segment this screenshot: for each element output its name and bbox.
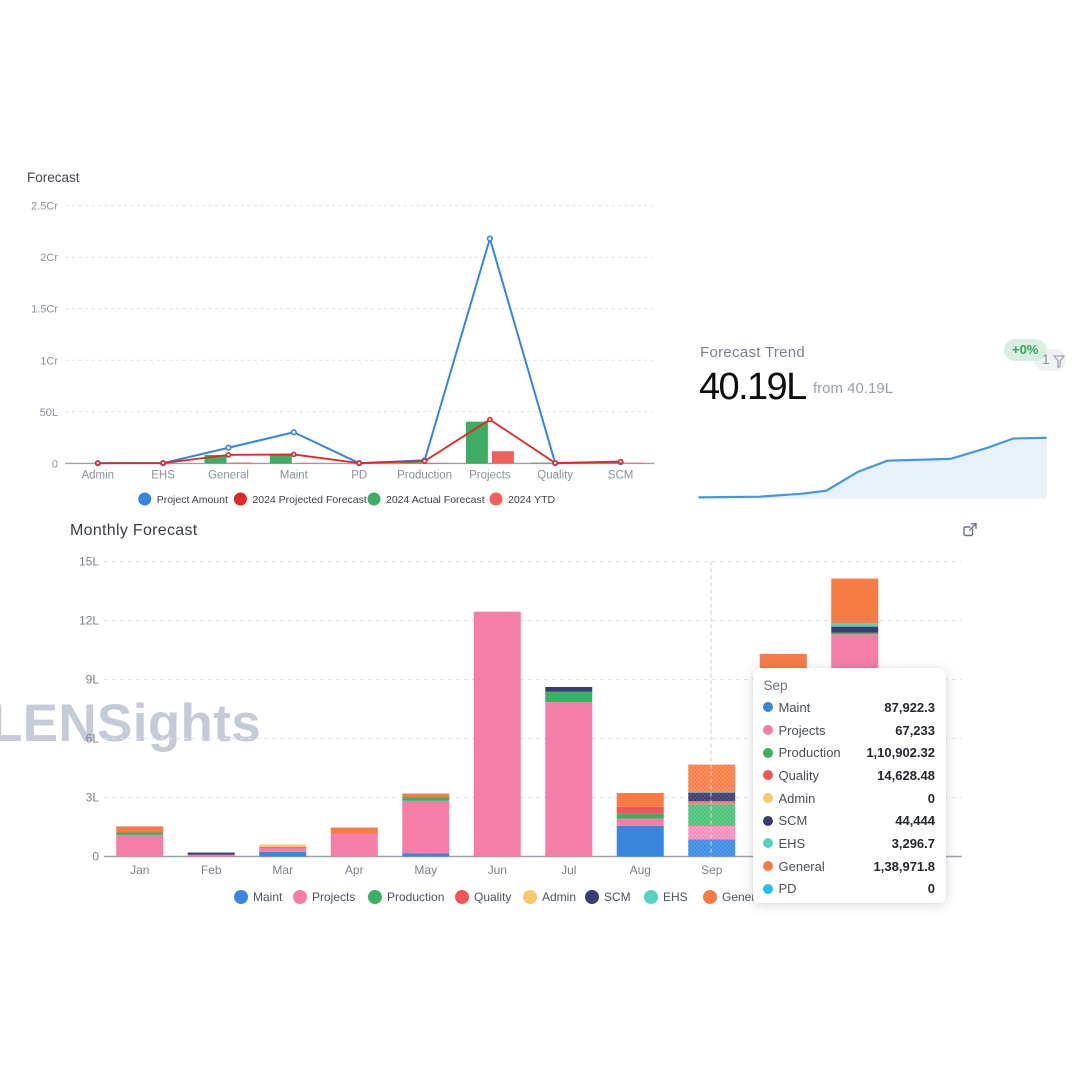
svg-text:3L: 3L	[86, 791, 100, 805]
svg-text:2.5Cr: 2.5Cr	[31, 201, 58, 213]
svg-text:Jun: Jun	[488, 863, 507, 877]
svg-text:May: May	[414, 863, 437, 877]
svg-text:2024 Projected Forecast: 2024 Projected Forecast	[252, 494, 366, 506]
svg-text:EHS: EHS	[663, 890, 688, 904]
svg-text:Monthly Forecast: Monthly Forecast	[70, 522, 198, 539]
svg-text:Production: Production	[397, 470, 452, 482]
svg-text:2024 YTD: 2024 YTD	[508, 494, 556, 506]
svg-text:1.5Cr: 1.5Cr	[31, 304, 58, 316]
svg-text:1Cr: 1Cr	[40, 355, 58, 367]
svg-text:Mar: Mar	[272, 863, 293, 877]
svg-text:General: General	[208, 470, 249, 482]
svg-text:6L: 6L	[86, 732, 100, 746]
svg-text:0: 0	[52, 458, 58, 470]
svg-text:15L: 15L	[79, 555, 99, 569]
svg-text:PD: PD	[351, 470, 367, 482]
svg-text:9L: 9L	[86, 673, 100, 687]
svg-text:Admin: Admin	[542, 890, 576, 904]
svg-text:Quality: Quality	[474, 890, 511, 904]
svg-text:Production: Production	[387, 890, 444, 904]
svg-text:Maint: Maint	[253, 890, 283, 904]
svg-text:SCM: SCM	[608, 470, 634, 482]
svg-text:Admin: Admin	[81, 470, 114, 482]
svg-text:SCM: SCM	[604, 890, 631, 904]
svg-text:12L: 12L	[79, 614, 99, 628]
svg-text:Apr: Apr	[345, 863, 364, 877]
svg-text:Jul: Jul	[561, 863, 576, 877]
svg-text:Feb: Feb	[201, 863, 222, 877]
svg-text:2Cr: 2Cr	[40, 252, 58, 264]
svg-text:Projects: Projects	[312, 890, 355, 904]
svg-text:Project Amount: Project Amount	[157, 494, 228, 506]
svg-text:EHS: EHS	[151, 470, 175, 482]
svg-text:Forecast: Forecast	[27, 170, 80, 185]
svg-text:Aug: Aug	[630, 863, 651, 877]
svg-text:50L: 50L	[40, 407, 58, 419]
svg-text:2024 Actual Forecast: 2024 Actual Forecast	[386, 494, 485, 506]
svg-text:Quality: Quality	[537, 470, 573, 482]
svg-text:Maint: Maint	[280, 470, 309, 482]
svg-text:Jan: Jan	[130, 863, 149, 877]
svg-text:Sep: Sep	[701, 863, 723, 877]
svg-text:Projects: Projects	[469, 470, 511, 482]
svg-text:0: 0	[92, 850, 99, 864]
